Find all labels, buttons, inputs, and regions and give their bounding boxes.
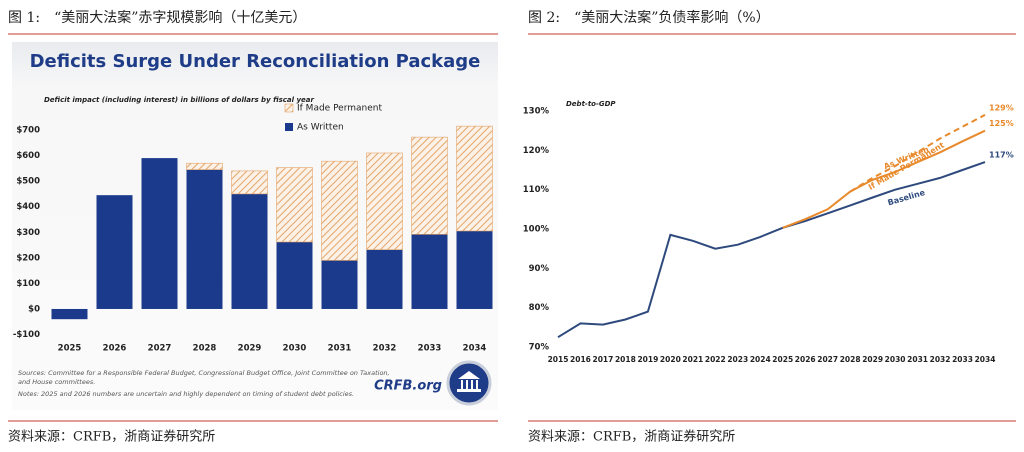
x-tick-label: 2030: [283, 344, 307, 354]
y-tick-label: 90%: [529, 264, 550, 274]
y-tick-label: 80%: [529, 303, 550, 313]
x-tick-label: 2032: [373, 344, 397, 354]
legend-swatch: [285, 123, 293, 131]
bar-segment: [411, 234, 448, 309]
x-tick-label: 2033: [952, 355, 973, 364]
x-tick-label: 2018: [615, 355, 636, 364]
line: [782, 129, 986, 229]
y-tick-label: $400: [16, 202, 40, 212]
x-tick-label: 2032: [930, 355, 951, 364]
x-tick-label: 2016: [570, 355, 591, 364]
x-tick-label: 2031: [328, 344, 352, 354]
bar-segment: [231, 170, 268, 195]
source: 资料来源：CRFB，浙商证券研究所: [528, 429, 735, 445]
legend-swatch: [284, 103, 294, 113]
line: [557, 161, 986, 339]
bar-segment: [141, 158, 178, 309]
y-tick-label: $500: [16, 177, 40, 187]
note: Notes: 2025 and 2026 numbers are uncerta…: [18, 390, 354, 398]
note: and House committees.: [18, 378, 95, 386]
logo: [446, 360, 492, 406]
chart-title: Deficits Surge Under Reconciliation Pack…: [30, 51, 481, 72]
x-tick-label: 2020: [660, 355, 681, 364]
value-label: 129%: [989, 103, 1014, 112]
bar-segment: [366, 152, 403, 250]
x-tick-label: 2021: [682, 355, 703, 364]
x-tick-label: 2033: [418, 344, 442, 354]
logo-icon: [457, 371, 481, 392]
y-tick-label: $700: [16, 125, 40, 135]
x-tick-label: 2017: [593, 355, 614, 364]
x-tick-label: 2034: [975, 355, 996, 364]
x-tick-label: 2029: [862, 355, 883, 364]
x-tick-label: 2015: [548, 355, 569, 364]
figure-caption: 图 1: “美丽大法案”赤字规模影响（十亿美元）: [8, 9, 306, 26]
y-tick-label: 110%: [523, 185, 550, 195]
bar-segment: [321, 160, 358, 261]
note: Sources: Committee for a Responsible Fed…: [18, 369, 390, 377]
bar-segment: [366, 249, 403, 309]
x-tick-label: 2025: [58, 344, 82, 354]
legend-label: If Made Permanent: [297, 104, 382, 114]
y-tick-label: $600: [16, 151, 40, 161]
x-tick-label: 2028: [840, 355, 861, 364]
y-tick-label: $300: [16, 228, 40, 238]
chart-subtitle: Deficit impact (including interest) in b…: [44, 96, 314, 104]
x-tick-label: 2019: [637, 355, 658, 364]
y-tick-label: $0: [28, 304, 40, 314]
y-tick-label: -$100: [13, 330, 40, 340]
y-tick-label: $200: [16, 253, 40, 263]
bar-segment: [276, 241, 313, 309]
x-tick-label: 2022: [705, 355, 726, 364]
value-label: 125%: [989, 119, 1014, 128]
source: 资料来源：CRFB，浙商证券研究所: [8, 429, 215, 445]
bar-segment: [411, 136, 448, 235]
y-tick-label: 120%: [523, 146, 550, 156]
chart-subtitle: Debt-to-GDP: [566, 100, 616, 108]
bar-segment: [96, 195, 133, 309]
x-tick-label: 2023: [727, 355, 748, 364]
bar-segment: [186, 169, 223, 309]
x-tick-label: 2026: [795, 355, 816, 364]
y-tick-label: 100%: [523, 225, 550, 235]
bar-segment: [456, 230, 493, 309]
bar-segment: [321, 260, 358, 309]
figure-caption: 图 2: “美丽大法案”负债率影响（%）: [528, 9, 770, 26]
bar-segment: [456, 125, 493, 232]
x-tick-label: 2027: [148, 344, 172, 354]
y-tick-label: $100: [16, 279, 40, 289]
bar-segment: [231, 193, 268, 309]
bar-segment: [186, 162, 223, 170]
y-tick-label: 130%: [523, 107, 550, 117]
x-tick-label: 2030: [885, 355, 906, 364]
x-tick-label: 2024: [750, 355, 771, 364]
legend-label: As Written: [297, 123, 344, 133]
panel-bg: [528, 42, 1016, 410]
y-tick-label: 70%: [529, 343, 550, 353]
x-tick-label: 2031: [907, 355, 928, 364]
logo-text: CRFB.org: [374, 379, 442, 394]
value-label: 117%: [989, 151, 1014, 160]
x-tick-label: 2029: [238, 344, 262, 354]
x-tick-label: 2028: [193, 344, 217, 354]
x-tick-label: 2034: [463, 344, 487, 354]
bar-segment: [51, 308, 88, 320]
bar-segment: [276, 167, 313, 243]
x-tick-label: 2026: [103, 344, 127, 354]
x-tick-label: 2027: [817, 355, 838, 364]
x-tick-label: 2025: [772, 355, 793, 364]
